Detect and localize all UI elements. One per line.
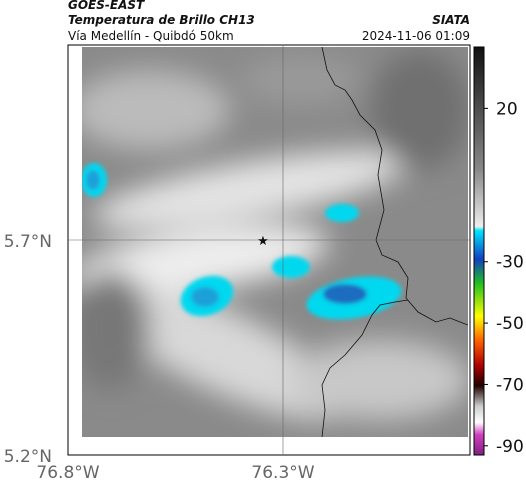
- colorbar: [473, 46, 485, 456]
- datetime: 2024-11-06 01:09: [362, 29, 470, 43]
- colorbar-tick-label: 20: [496, 99, 518, 119]
- location: Vía Medellín - Quibdó 50km: [68, 29, 234, 43]
- lon-tick-label: 76.3°W: [251, 463, 314, 483]
- colorbar-tick-label: -30: [496, 253, 524, 273]
- satellite-image: [82, 47, 468, 437]
- subtitle: Temperatura de Brillo CH13: [68, 13, 255, 27]
- lat-tick-label: 5.2°N: [4, 447, 52, 467]
- location-marker: ★: [257, 234, 269, 249]
- colorbar-tick-label: -50: [496, 314, 524, 334]
- org: SIATA: [432, 13, 470, 27]
- map-frame: [67, 44, 471, 456]
- colorbar-tick-label: -70: [496, 375, 524, 395]
- lat-tick-label: 5.7°N: [4, 232, 52, 252]
- lon-tick-label: 76.8°W: [36, 463, 99, 483]
- title: GOES-EAST: [68, 0, 145, 12]
- colorbar-tick-label: -90: [496, 437, 524, 457]
